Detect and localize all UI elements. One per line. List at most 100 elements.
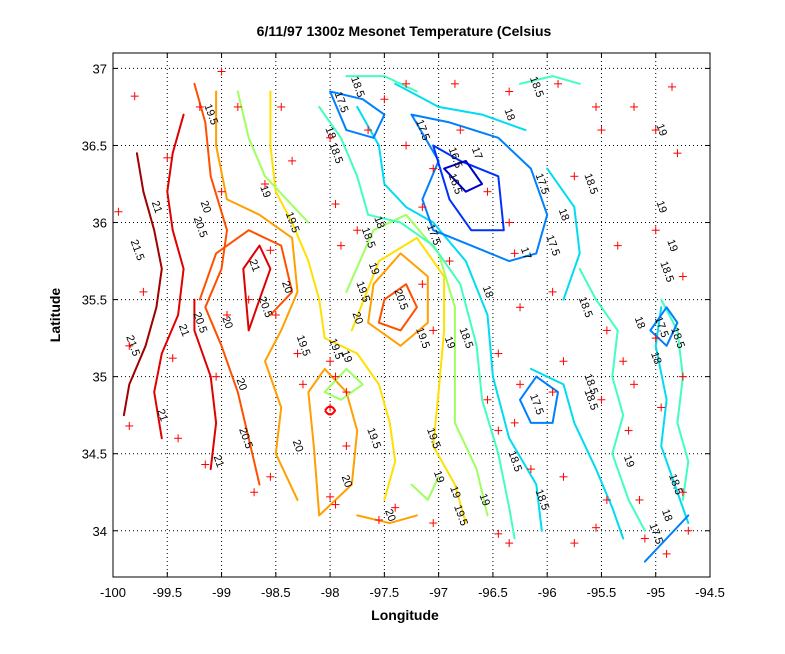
- contour-line-21-5: [122, 152, 163, 417]
- station-marker: [456, 126, 465, 135]
- contour-label: 19: [621, 454, 636, 470]
- station-marker: [201, 460, 210, 469]
- contour-label: 19.5: [413, 326, 432, 350]
- chart-title: 6/11/97 1300z Mesonet Temperature (Celsi…: [257, 23, 552, 39]
- contour-label: 19: [477, 492, 492, 508]
- contour-line-17: [432, 144, 505, 232]
- contour-label: 19: [447, 484, 462, 500]
- contour-line-19: [236, 90, 310, 224]
- station-marker: [624, 426, 633, 435]
- contour-line-17-5: [329, 90, 386, 139]
- x-tick-label: -97.5: [370, 585, 400, 600]
- contour-line-17-5: [643, 514, 690, 563]
- station-marker: [353, 226, 362, 235]
- station-marker: [450, 79, 459, 88]
- contour-line-18-5: [578, 267, 646, 532]
- station-marker: [630, 380, 639, 389]
- contour-label: 20.5: [191, 215, 210, 239]
- contour-line-20-5: [198, 229, 294, 316]
- x-axis-title: Longitude: [371, 607, 439, 623]
- station-marker: [139, 287, 148, 296]
- station-marker: [402, 141, 411, 150]
- contour-label: 21: [149, 199, 164, 215]
- station-marker: [678, 372, 687, 381]
- contour-label: 17.5: [646, 522, 665, 546]
- contour-label: 21: [176, 323, 191, 339]
- station-marker: [483, 395, 492, 404]
- contour-label: 20: [382, 508, 397, 524]
- station-marker: [364, 126, 373, 135]
- contour-label: 19: [431, 469, 446, 485]
- contour-label: 21: [246, 258, 261, 274]
- contour-label: 17: [518, 246, 533, 262]
- station-marker: [233, 102, 242, 111]
- y-tick-label: 36: [93, 216, 107, 231]
- station-marker: [174, 434, 183, 443]
- contour-line-17-5: [519, 375, 559, 424]
- station-marker: [342, 442, 351, 450]
- contour-line-18: [529, 367, 625, 540]
- station-marker: [429, 519, 438, 528]
- plot-frame: [112, 52, 711, 578]
- x-tick-label: -96: [538, 585, 557, 600]
- station-marker: [326, 133, 335, 142]
- contour-label: 16.5: [446, 172, 465, 196]
- station-marker: [559, 472, 568, 481]
- x-tick-label: -94.5: [695, 585, 725, 600]
- x-tick-label: -96.5: [478, 585, 508, 600]
- station-marker: [266, 472, 275, 481]
- contour-label: 19.5: [364, 426, 383, 450]
- station-marker: [657, 403, 666, 412]
- contour-label: 18.5: [666, 472, 685, 496]
- station-marker: [516, 303, 525, 312]
- contour-label: 18: [556, 207, 571, 223]
- contour-label: 20: [198, 199, 213, 215]
- y-tick-label: 34: [93, 524, 107, 539]
- station-marker: [597, 126, 606, 135]
- station-marker: [510, 418, 519, 427]
- station-marker: [429, 164, 438, 173]
- contour-line-16-5: [443, 159, 484, 193]
- contour-label: 19: [654, 122, 669, 138]
- station-marker: [505, 539, 514, 548]
- station-marker: [217, 67, 226, 76]
- station-marker: [163, 153, 172, 162]
- station-marker: [678, 488, 687, 497]
- contour-label: 19.5: [201, 102, 220, 126]
- contour-lines: [122, 75, 690, 563]
- station-marker: [331, 372, 340, 381]
- contour-line-18: [654, 306, 690, 525]
- contour-line-18-5: [519, 75, 581, 85]
- station-marker: [391, 503, 400, 512]
- contour-label: 18.5: [657, 260, 676, 284]
- contour-label: 20: [233, 377, 248, 393]
- station-marker: [494, 426, 503, 435]
- contour-line-20: [215, 90, 299, 501]
- station-marker: [445, 257, 454, 266]
- y-tick-label: 34.5: [82, 447, 107, 462]
- contour-label: 19: [257, 184, 272, 200]
- contour-label: 20: [290, 438, 305, 454]
- station-marker: [331, 200, 340, 209]
- station-marker: [592, 523, 601, 532]
- x-tick-label: -95: [646, 585, 665, 600]
- contour-label: 19: [366, 261, 381, 277]
- contour-label: 20.5: [256, 295, 275, 319]
- contour-label: 20.5: [236, 426, 255, 450]
- station-marker: [217, 187, 226, 196]
- station-marker: [298, 380, 307, 389]
- station-marker: [494, 529, 503, 538]
- contour-label: 19.5: [294, 334, 313, 358]
- station-marker: [130, 92, 139, 101]
- contour-label: 17.5: [543, 233, 562, 257]
- contour-label: 20: [339, 474, 354, 490]
- station-marker: [673, 149, 682, 158]
- station-marker: [380, 95, 389, 104]
- station-marker: [429, 326, 438, 335]
- contour-label: 18: [322, 125, 337, 141]
- x-tick-label: -99: [212, 585, 231, 600]
- contour-label: 18: [659, 508, 674, 524]
- station-marker: [592, 102, 601, 111]
- station-marker: [597, 395, 606, 404]
- contour-label: 21.5: [128, 238, 147, 262]
